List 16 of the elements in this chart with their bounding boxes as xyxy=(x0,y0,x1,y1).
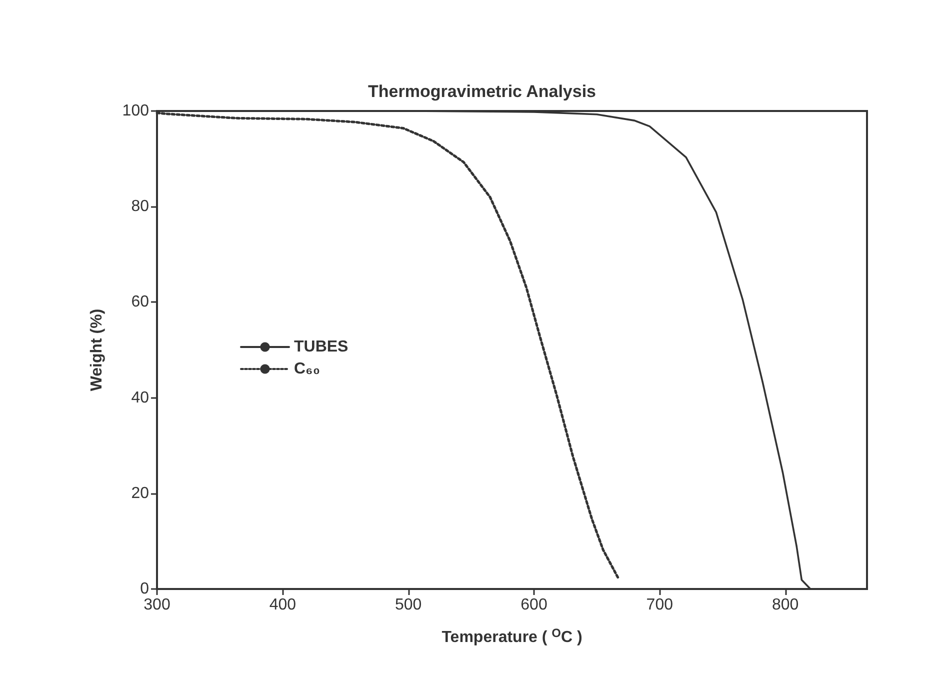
y-tick-label: 20 xyxy=(131,484,150,502)
y-axis-title: Weight (%) xyxy=(88,308,106,392)
x-tick-label: 500 xyxy=(394,596,422,614)
y-tick-label: 60 xyxy=(131,294,150,311)
y-tick-label: 40 xyxy=(131,389,150,406)
x-tick-label: 400 xyxy=(269,596,296,614)
y-tick-label: 80 xyxy=(131,198,150,216)
x-tick-label: 600 xyxy=(520,596,548,614)
x-tick-label: 800 xyxy=(772,596,799,614)
legend-label: C₆₀ xyxy=(294,360,320,378)
y-tick-label: 0 xyxy=(140,580,150,598)
x-tick-label: 300 xyxy=(144,596,170,614)
chart-title: Thermogravimetric Analysis xyxy=(368,82,596,101)
legend-label: TUBES xyxy=(294,338,349,356)
x-tick-label: 700 xyxy=(646,596,674,614)
y-tick-label: 100 xyxy=(122,102,150,120)
